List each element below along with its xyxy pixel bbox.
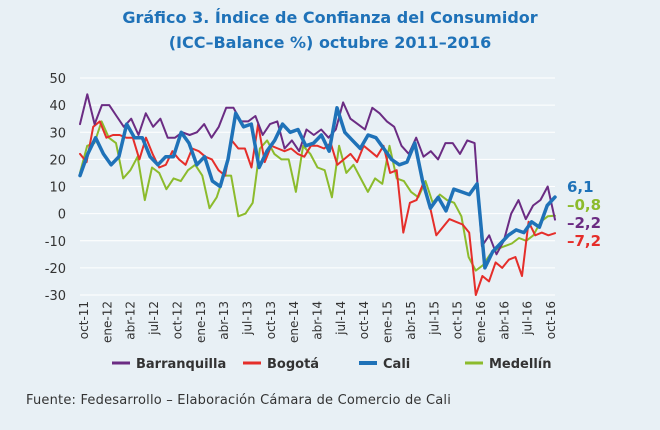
y-axis: -30 -20 -10 0 10 20 30 40 50 [45, 72, 66, 304]
x-tick-label: jul-15 [427, 301, 441, 336]
x-tick-label: jul-14 [334, 301, 348, 336]
legend-label: Medellín [489, 357, 552, 372]
legend: Barranquilla Bogotá Cali Medellín [112, 357, 552, 372]
x-tick-label: oct-12 [170, 301, 184, 339]
y-tick-label: 20 [49, 153, 66, 168]
source-note: Fuente: Fedesarrollo – Elaboración Cámar… [26, 393, 452, 408]
y-tick-label: -30 [45, 289, 66, 304]
y-tick-label: 40 [49, 99, 66, 114]
x-tick-label: ene-15 [381, 301, 395, 343]
series-line-bogot [79, 120, 556, 296]
series-lines [78, 93, 557, 296]
x-tick-label: ene-13 [194, 301, 208, 343]
x-tick-label: abr-13 [217, 301, 231, 340]
x-tick-label: oct-14 [357, 301, 371, 339]
x-tick-label: abr-15 [404, 301, 418, 340]
end-value-label: –0,8 [567, 196, 601, 214]
y-tick-label: -10 [45, 235, 66, 250]
line-chart: -30 -20 -10 0 10 20 30 40 50 oct-11 ene-12 abr-12 j… [45, 72, 601, 372]
x-tick-label: jul-16 [521, 301, 535, 336]
legend-label: Cali [383, 357, 410, 372]
x-tick-label: ene-16 [474, 301, 488, 343]
series-line-barranquilla [79, 93, 556, 256]
y-tick-label: 50 [49, 72, 66, 87]
x-tick-label: abr-16 [497, 301, 511, 340]
x-tick-label: ene-12 [100, 301, 114, 343]
y-tick-label: 30 [49, 126, 66, 141]
x-tick-label: oct-11 [77, 301, 91, 339]
x-tick-label: abr-14 [311, 301, 325, 340]
x-tick-label: jul-13 [240, 301, 254, 336]
x-tick-label: ene-14 [287, 301, 301, 343]
legend-label: Bogotá [267, 357, 319, 372]
x-tick-label: jul-12 [147, 301, 161, 336]
end-value-label: 6,1 [567, 178, 594, 196]
chart-subtitle: (ICC–Balance %) octubre 2011–2016 [168, 33, 492, 52]
end-labels: 6,1–0,8–2,2–7,2 [567, 178, 601, 250]
end-value-label: –2,2 [567, 214, 601, 232]
end-value-label: –7,2 [567, 232, 601, 250]
y-tick-label: -20 [45, 262, 66, 277]
series-line-medelln [79, 120, 556, 272]
x-tick-label: oct-15 [451, 301, 465, 339]
x-axis: oct-11 ene-12 abr-12 jul-12 oct-12 ene-13 abr-… [77, 301, 558, 343]
series-line-cali [78, 106, 557, 270]
x-tick-label: oct-16 [544, 301, 558, 339]
x-tick-label: abr-12 [124, 301, 138, 340]
x-tick-label: oct-13 [264, 301, 278, 339]
legend-label: Barranquilla [136, 357, 226, 372]
chart-title: Gráfico 3. Índice de Confianza del Consu… [122, 8, 538, 27]
y-tick-label: 0 [58, 208, 66, 223]
y-tick-label: 10 [49, 181, 66, 196]
